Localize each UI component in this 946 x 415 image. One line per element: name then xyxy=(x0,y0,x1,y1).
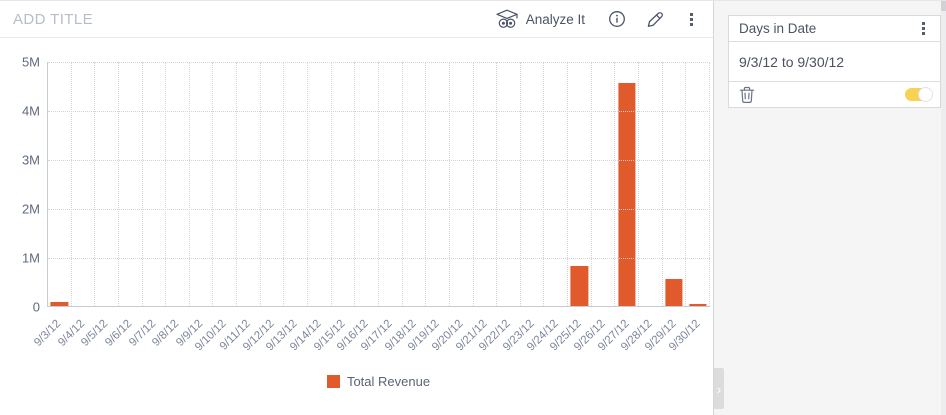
y-tick-label: 3M xyxy=(21,152,40,168)
category-column xyxy=(190,62,214,306)
filter-panel: › Days in Date 9/3/12 to 9/30/12 xyxy=(714,1,946,415)
bar[interactable] xyxy=(50,302,68,306)
category-column xyxy=(284,62,309,306)
gridline xyxy=(48,111,710,112)
y-tick-label: 5M xyxy=(21,54,40,70)
category-column xyxy=(615,62,640,306)
chevron-right-icon: › xyxy=(716,380,722,397)
bar[interactable] xyxy=(689,304,707,306)
category-column xyxy=(332,62,356,306)
plot-columns xyxy=(48,62,710,306)
category-column xyxy=(426,62,450,306)
category-column xyxy=(166,62,190,306)
filter-kebab-menu-icon[interactable] xyxy=(913,19,933,39)
kebab-dots xyxy=(921,27,925,30)
category-column xyxy=(48,62,72,306)
analyze-it-button[interactable]: Analyze It xyxy=(495,9,585,30)
x-axis: 9/3/12 9/4/12 9/5/12 9/6/12 9/7/12 9/8/12 9/9/… xyxy=(32,307,710,371)
y-tick-label: 0 xyxy=(32,299,40,315)
chart-widget: ADD TITLE xyxy=(0,1,714,415)
y-axis: 5M 4M 3M 2M 1M 0 xyxy=(0,55,40,315)
bar[interactable] xyxy=(618,83,636,306)
category-column xyxy=(355,62,379,306)
legend: Total Revenue xyxy=(47,374,710,393)
category-column xyxy=(450,62,474,306)
bar[interactable] xyxy=(570,266,589,306)
legend-label: Total Revenue xyxy=(346,374,431,389)
gridline xyxy=(48,62,710,63)
filter-value[interactable]: 9/3/12 to 9/30/12 xyxy=(739,53,845,70)
category-column xyxy=(592,62,616,306)
scrollbar-thumb[interactable] xyxy=(941,1,946,11)
owl-icon xyxy=(495,9,519,30)
category-column xyxy=(521,62,545,306)
category-column xyxy=(261,62,285,306)
x-tick-label: 9/6/12 xyxy=(103,317,135,349)
gridline xyxy=(48,209,710,210)
category-column xyxy=(663,62,687,306)
legend-swatch xyxy=(326,375,340,388)
category-column xyxy=(379,62,403,306)
category-column xyxy=(568,62,592,306)
widget-kebab-menu-icon[interactable] xyxy=(681,9,701,29)
filter-card: Days in Date 9/3/12 to 9/30/12 xyxy=(728,15,941,108)
widget-toolbar: Analyze It xyxy=(495,9,701,30)
filter-title: Days in Date xyxy=(739,21,817,36)
widget-title-input[interactable]: ADD TITLE xyxy=(13,10,94,28)
category-column xyxy=(143,62,167,306)
y-tick-label: 1M xyxy=(21,250,40,266)
analyze-it-label: Analyze It xyxy=(525,11,585,27)
kebab-dots xyxy=(689,17,693,21)
info-icon[interactable] xyxy=(607,9,627,29)
category-column xyxy=(474,62,498,306)
category-column xyxy=(213,62,238,306)
edit-pencil-icon[interactable] xyxy=(644,9,664,29)
category-column xyxy=(544,62,569,306)
gridline xyxy=(48,160,710,161)
category-column xyxy=(686,62,710,306)
toggle-knob xyxy=(918,87,933,102)
filter-card-header: Days in Date xyxy=(729,16,940,42)
category-column xyxy=(497,62,521,306)
category-column xyxy=(72,62,96,306)
trash-icon[interactable] xyxy=(737,85,757,105)
x-tick-label: 9/3/12 xyxy=(31,317,64,349)
filter-toggle[interactable] xyxy=(905,87,933,102)
category-column xyxy=(639,62,663,306)
widget-header: ADD TITLE xyxy=(0,1,713,38)
panel-collapse-handle[interactable]: › xyxy=(714,368,724,409)
bar-chart: 5M 4M 3M 2M 1M 0 9/3/12 9/4/12 9/5/12 9/6/12 9/7/… xyxy=(0,38,713,415)
filter-card-footer xyxy=(729,81,940,107)
legend-item-total-revenue[interactable]: Total Revenue xyxy=(326,374,431,389)
category-column xyxy=(119,62,143,306)
plot-area xyxy=(47,62,710,307)
y-tick-label: 4M xyxy=(21,103,40,119)
category-column xyxy=(403,62,427,306)
bar[interactable] xyxy=(665,279,683,306)
gridline xyxy=(48,258,710,259)
panel-scrollbar[interactable] xyxy=(941,1,946,415)
category-column xyxy=(95,62,119,306)
y-tick-label: 2M xyxy=(21,201,40,217)
category-column xyxy=(308,62,332,306)
category-column xyxy=(237,62,261,306)
